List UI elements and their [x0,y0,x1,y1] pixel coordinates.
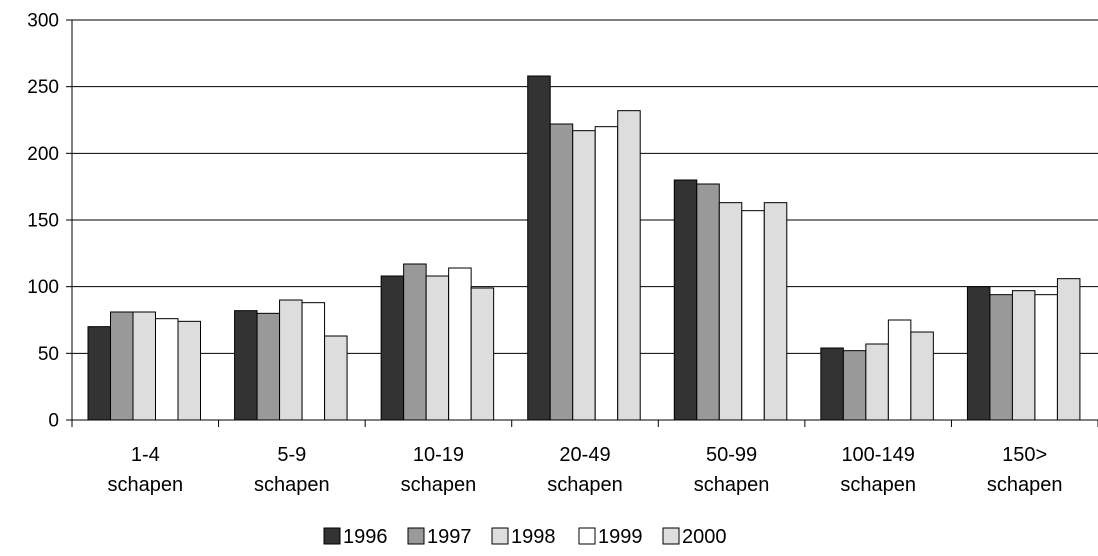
bar-1998-5-9 [279,299,303,421]
bar-1999-1-4 [155,318,179,421]
legend-label-2000: 2000 [682,526,727,548]
bar-1996-150> [966,286,991,421]
y-tick-label: 100 [27,277,59,298]
bar-1998-20-49 [572,130,596,421]
bar-1999-5-9 [301,302,326,421]
y-tick-label: 0 [48,411,59,432]
bar-1997-10-19 [403,263,427,421]
x-category-label: schapen [987,474,1063,496]
bar-2000-1-4 [177,320,201,421]
legend-label-1998: 1998 [511,526,556,548]
y-axis-ticks: 0 50 100 150 200 250 300 [27,11,72,432]
bar-2000-10-19 [470,287,495,421]
x-category-label: schapen [694,474,770,496]
bar-1999-150> [1034,294,1058,421]
bar-2000-50-99 [763,202,788,421]
x-category-label: 150> [1002,444,1047,466]
bar-1999-10-19 [448,267,472,421]
bar-2000-150> [1056,278,1081,421]
legend-swatch-1997 [407,527,425,545]
axes [71,20,1098,427]
bar-1998-1-4 [132,311,156,421]
bar-1996-20-49 [527,75,551,421]
legend-swatch-1998 [491,527,509,545]
x-category-label: 50-99 [706,444,757,466]
y-tick-label: 50 [38,344,59,365]
bar-1996-1-4 [87,326,111,421]
x-category-label: 100-149 [841,444,914,466]
x-category-label: schapen [254,474,330,496]
bar-1996-100-149 [820,347,844,421]
bar-1997-5-9 [256,312,281,421]
x-category-label: 1-4 [131,444,160,466]
legend-swatch-1996 [323,527,341,545]
x-axis-labels: 1-4 schapen 5-9 schapen 10-19 schapen 20-49 sch… [107,444,1062,496]
legend: 1996 1997 1998 1999 2000 [323,526,727,548]
bar-1997-20-49 [549,123,574,421]
legend-label-1996: 1996 [343,526,388,548]
legend-label-1997: 1997 [427,526,472,548]
bar-1997-50-99 [696,183,720,421]
bar-2000-5-9 [324,335,348,421]
legend-label-1999: 1999 [598,526,643,548]
y-tick-label: 250 [27,77,59,98]
x-category-label: 10-19 [413,444,464,466]
bar-2000-100-149 [910,331,934,421]
bar-1996-10-19 [380,275,405,421]
bar-1999-20-49 [594,126,619,421]
bars [87,75,1081,421]
bar-1996-5-9 [234,310,258,421]
x-category-label: 20-49 [559,444,610,466]
bar-1998-50-99 [718,202,743,421]
x-category-label: schapen [547,474,623,496]
y-tick-label: 300 [27,11,59,32]
bar-1998-100-149 [865,343,889,421]
bar-1999-100-149 [887,319,912,421]
x-category-label: schapen [107,474,183,496]
bar-1997-100-149 [842,350,867,421]
bar-1998-10-19 [425,275,450,421]
bar-1999-50-99 [741,210,765,421]
y-tick-label: 150 [27,211,59,232]
bar-1996-50-99 [673,179,698,421]
x-category-label: 5-9 [277,444,306,466]
x-category-label: schapen [840,474,916,496]
legend-swatch-2000 [662,527,680,545]
y-tick-label: 200 [27,144,59,165]
x-category-label: schapen [401,474,477,496]
bar-1997-1-4 [110,311,134,421]
legend-swatch-1999 [578,527,596,545]
bar-2000-20-49 [617,110,641,421]
bar-1998-150> [1011,290,1036,421]
bar-1997-150> [989,294,1013,421]
